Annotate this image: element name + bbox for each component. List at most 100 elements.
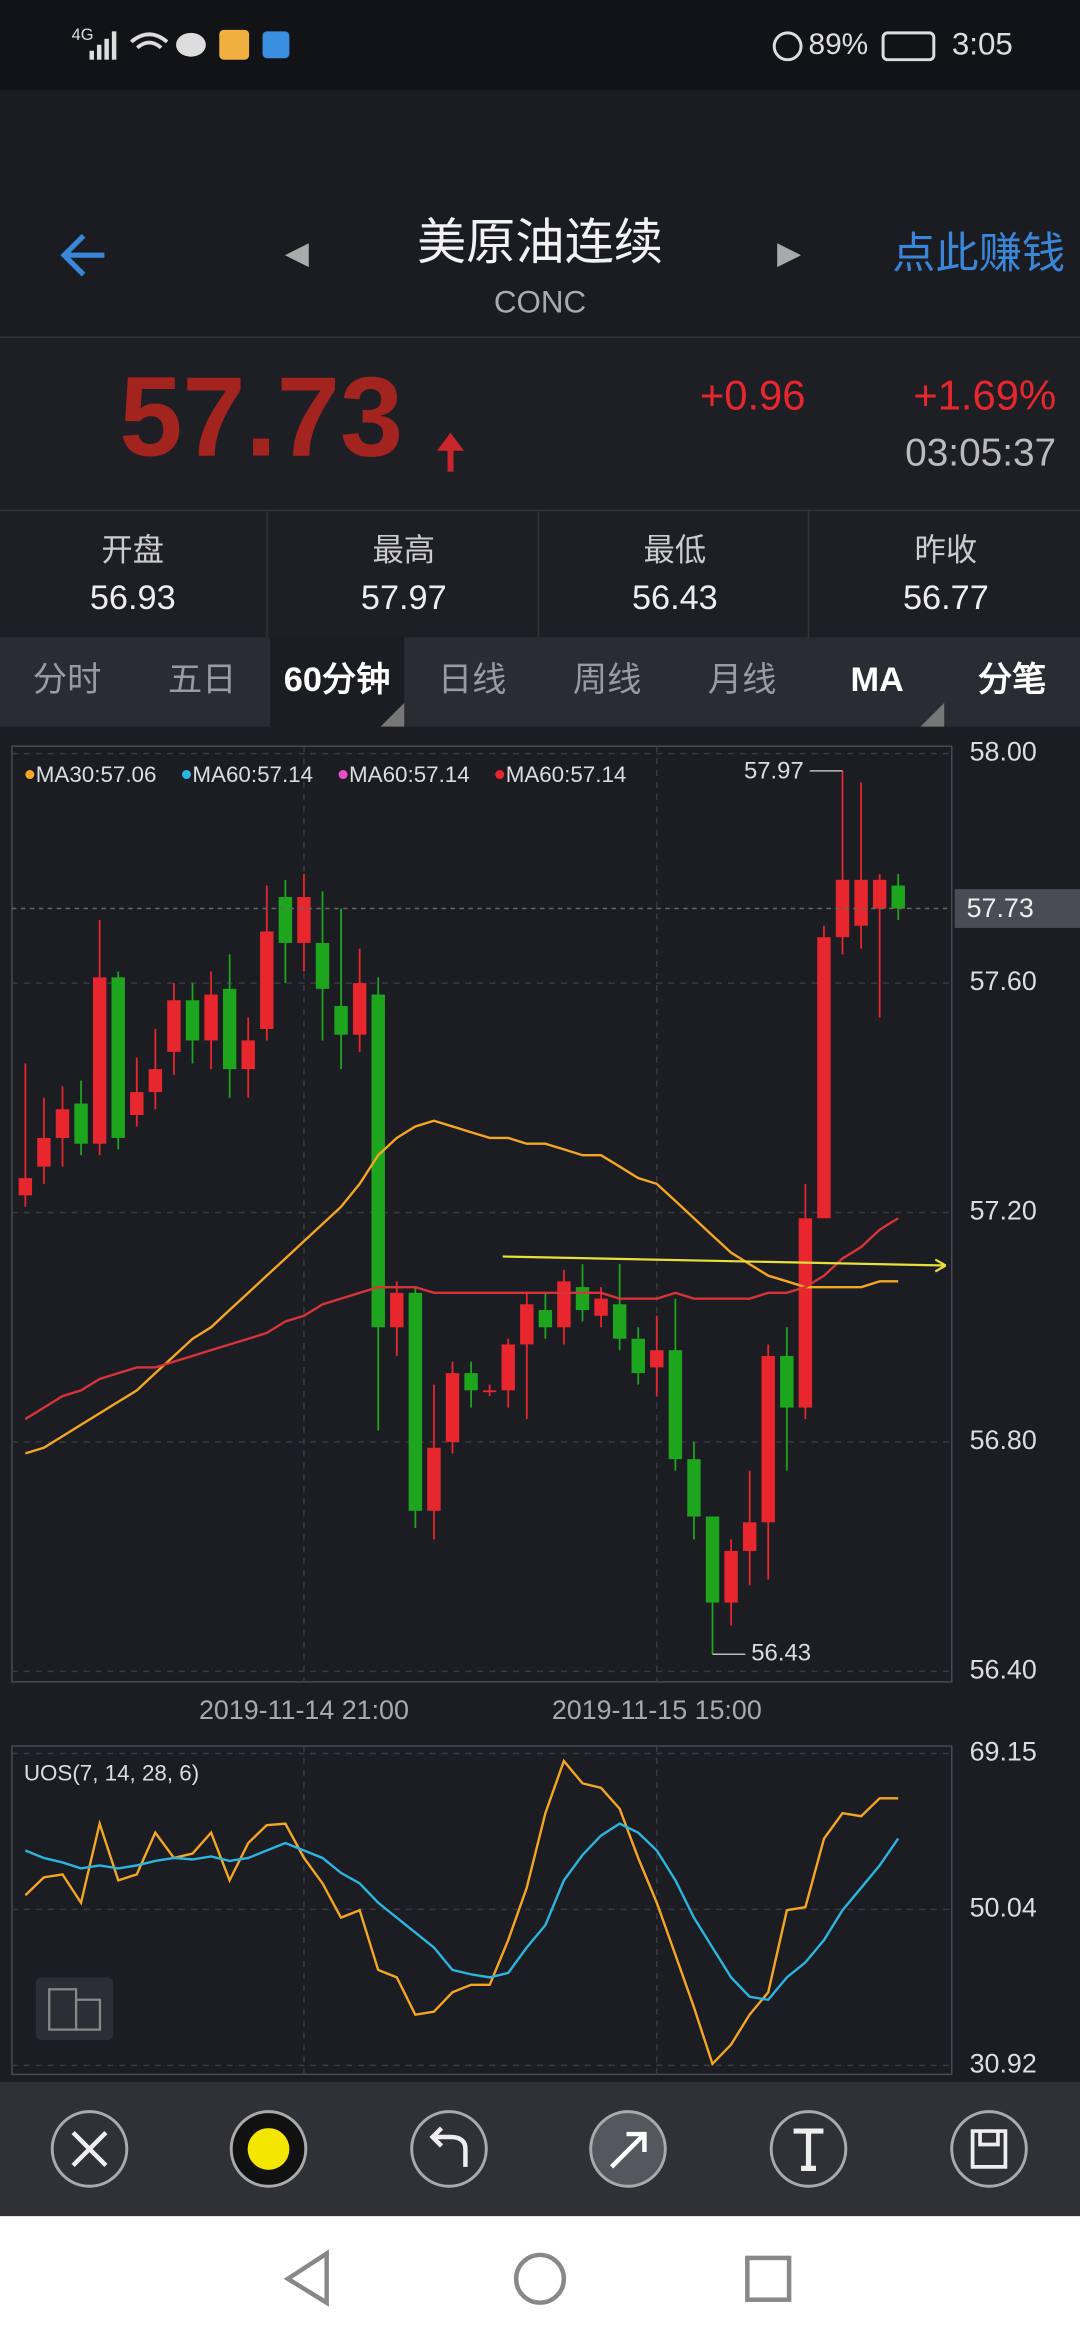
up-arrow — [437, 432, 464, 472]
app-icon — [262, 31, 290, 59]
last-price: 57.73 — [119, 353, 403, 480]
candle-body — [817, 937, 831, 1219]
indicator-title: UOS(7, 14, 28, 6) — [24, 1760, 199, 1785]
stat-label: 最低 — [644, 532, 707, 567]
wifi-icon — [130, 32, 169, 50]
signal-icon — [89, 31, 117, 60]
tab[interactable]: MA — [850, 661, 903, 699]
candle-body — [148, 1069, 163, 1093]
message-icon — [176, 32, 206, 57]
tab[interactable]: 月线 — [708, 661, 777, 699]
y-tick-label: 69.15 — [970, 1737, 1037, 1767]
tab[interactable]: 60分钟 — [284, 661, 391, 699]
candle-body — [55, 1109, 70, 1138]
candle-body — [241, 1040, 255, 1070]
stats: 开盘 56.93 最高 57.97 最低 56.43 昨收 56.77 — [90, 532, 989, 617]
candle-body — [167, 1000, 181, 1052]
tab[interactable]: 五日 — [168, 661, 237, 699]
price-chart: 58.00 57.60 57.20 56.80 56.40 2019-11-14 21:0… — [11, 737, 1080, 2075]
candle-body — [464, 1373, 478, 1391]
instrument-name: 美原油连续 — [417, 215, 663, 270]
candle-body — [222, 988, 237, 1070]
stat-value: 56.77 — [903, 579, 989, 617]
candle-body — [780, 1355, 794, 1408]
tab[interactable]: 周线 — [573, 661, 642, 699]
prev-button[interactable] — [284, 243, 309, 268]
toggle-icon — [74, 1998, 102, 2031]
undo-icon — [429, 2126, 468, 2167]
instrument-code: CONC — [494, 285, 586, 320]
candle-body — [650, 1350, 664, 1368]
battery-icon — [881, 31, 936, 62]
stat-value: 56.43 — [632, 579, 718, 617]
draw-toolbar — [0, 2081, 1080, 2217]
candle-body — [315, 942, 330, 989]
stats-panel — [0, 510, 1080, 638]
candle-body — [185, 1000, 200, 1041]
candle-body — [390, 1292, 404, 1328]
candle-body — [761, 1355, 775, 1523]
stat-label: 昨收 — [915, 532, 978, 567]
candle-body — [612, 1304, 627, 1339]
candle-body — [854, 879, 868, 926]
toggle-button[interactable] — [35, 1977, 114, 2041]
stat-dividers — [266, 510, 810, 638]
arrow-icon — [610, 2131, 647, 2169]
tab[interactable]: 日线 — [438, 661, 507, 699]
y-tick-label: 57.20 — [970, 1196, 1037, 1226]
legend-label: MA60:57.14 — [192, 762, 313, 787]
uos-frame — [11, 1745, 953, 2076]
stat-value: 56.93 — [90, 579, 176, 617]
change-percent: +1.69% — [913, 371, 1056, 418]
candle-body — [891, 885, 905, 909]
clock: 3:05 — [952, 27, 1013, 62]
candle-body — [297, 897, 311, 943]
save-tool[interactable] — [950, 2110, 1028, 2188]
close-tool[interactable] — [50, 2110, 129, 2188]
candle-body — [482, 1390, 497, 1393]
candle-body — [352, 983, 367, 1035]
candle-body — [18, 1178, 33, 1196]
next-button[interactable] — [777, 243, 802, 268]
y-tick-label: 56.80 — [970, 1425, 1037, 1455]
x-tick-label: 2019-11-15 15:00 — [552, 1695, 762, 1725]
legend-label: MA60:57.14 — [506, 762, 627, 787]
legend-label: MA30:57.06 — [36, 762, 157, 787]
quote-panel — [0, 337, 1080, 511]
text-icon — [793, 2128, 824, 2171]
nav-recent[interactable] — [745, 2255, 792, 2302]
candle-body — [668, 1350, 683, 1460]
legend-dot — [181, 770, 191, 780]
last-price-label: 57.73 — [967, 893, 1034, 923]
promo-link[interactable]: 点此赚钱 — [892, 230, 1065, 278]
candle-body — [74, 1103, 88, 1144]
candle-body — [705, 1516, 720, 1603]
battery-percent: 89% — [809, 28, 869, 61]
tab[interactable]: 分笔 — [978, 661, 1047, 699]
stat-label: 最高 — [372, 532, 435, 567]
legend-dot — [338, 770, 348, 780]
legend-label: MA60:57.14 — [349, 762, 470, 787]
save-icon — [970, 2129, 1008, 2169]
back-button[interactable] — [60, 233, 105, 277]
candle-body — [557, 1281, 571, 1328]
price-frame — [11, 745, 953, 1683]
x-tick-label: 2019-11-14 21:00 — [199, 1695, 409, 1725]
y-tick-label: 50.04 — [970, 1893, 1037, 1923]
candle-body — [835, 879, 850, 938]
change: +0.96 — [700, 371, 806, 418]
nav-home[interactable] — [513, 2252, 567, 2305]
drawn-trendline — [502, 1255, 947, 1273]
candle-body — [427, 1447, 441, 1511]
candle-body — [130, 1092, 144, 1116]
stat-value: 57.97 — [361, 579, 447, 617]
nav-back[interactable] — [283, 2249, 329, 2307]
text-tool[interactable] — [769, 2110, 848, 2188]
uos-line — [24, 1758, 899, 2067]
undo-tool[interactable] — [410, 2110, 488, 2188]
candle-body — [872, 879, 887, 909]
tab[interactable]: 分时 — [33, 661, 102, 699]
candle-body — [260, 931, 274, 1029]
chart-area — [0, 726, 1080, 2082]
